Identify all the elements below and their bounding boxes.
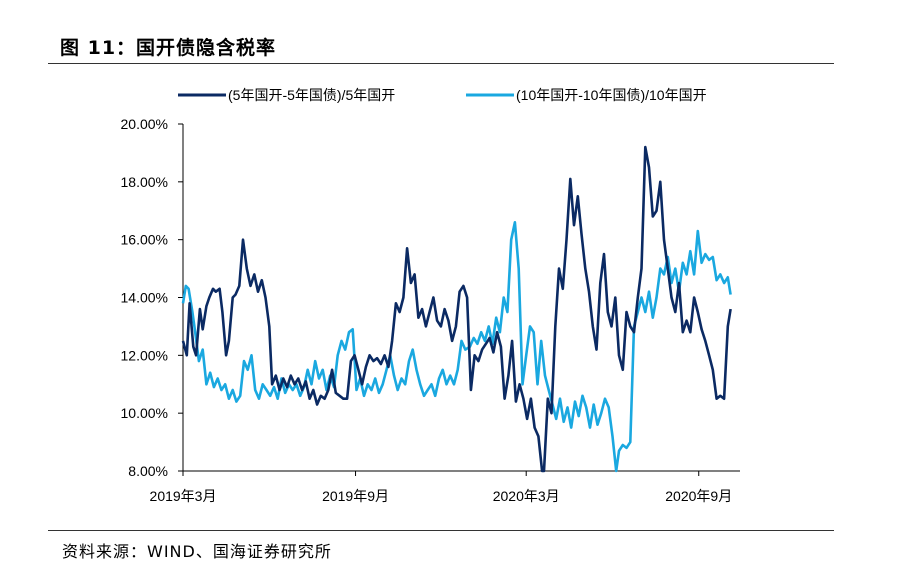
legend-label: (5年国开-5年国债)/5年国开	[228, 87, 395, 103]
x-tick-label: 2020年3月	[493, 488, 560, 504]
line-chart: (5年国开-5年国债)/5年国开 (10年国开-10年国债)/10年国开 8.00…	[121, 87, 740, 504]
x-tick-label: 2020年9月	[665, 488, 732, 504]
figure-title: 图 11：国开债隐含税率	[60, 37, 277, 59]
source-note: 资料来源：WIND、国海证券研究所	[62, 542, 332, 561]
legend-label: (10年国开-10年国债)/10年国开	[516, 87, 707, 103]
legend: (5年国开-5年国债)/5年国开 (10年国开-10年国债)/10年国开	[178, 87, 707, 103]
x-tick-label: 2019年3月	[150, 488, 217, 504]
y-tick-label: 18.00%	[121, 174, 168, 190]
series-5y-line	[181, 145, 732, 473]
x-axis: 2019年3月 2019年9月 2020年3月 2020年9月	[150, 470, 740, 504]
series-10y-line	[181, 221, 732, 473]
y-tick-label: 8.00%	[128, 463, 168, 479]
y-tick-label: 16.00%	[121, 232, 168, 248]
x-tick-label: 2019年9月	[322, 488, 389, 504]
y-tick-label: 12.00%	[121, 347, 168, 363]
title-rule	[48, 63, 834, 64]
y-tick-label: 14.00%	[121, 290, 168, 306]
y-tick-label: 20.00%	[121, 116, 168, 132]
y-tick-label: 10.00%	[121, 405, 168, 421]
source-rule	[48, 530, 834, 531]
y-axis: 8.00% 10.00% 12.00% 14.00% 16.00% 18.00% 20.00…	[121, 116, 184, 479]
plot-lines	[181, 145, 732, 473]
